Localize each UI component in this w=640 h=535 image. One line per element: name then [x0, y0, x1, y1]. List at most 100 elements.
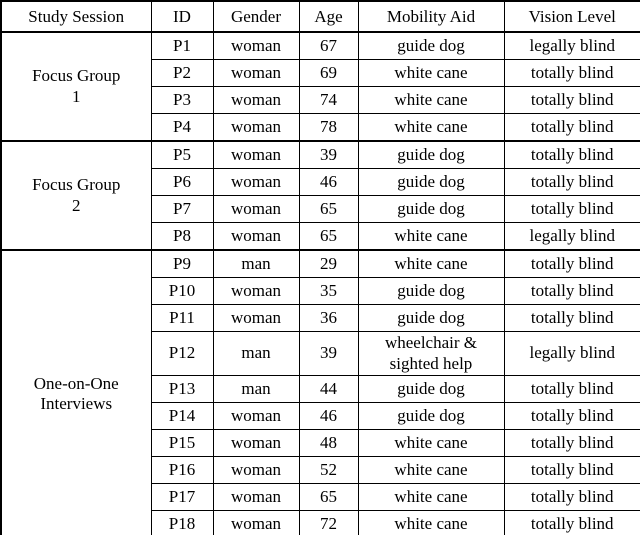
table-row: Focus Group 2 P5 woman 39 guide dog totally bl… — [0, 140, 640, 251]
cell-id: P16 — [150, 456, 214, 485]
column-header-mobility-aid: Mobility Aid — [357, 0, 505, 33]
cell-id: P2 — [150, 59, 214, 87]
cell-age: 46 — [298, 168, 359, 196]
cell-mobility-aid: guide dog — [357, 195, 505, 223]
cell-id: P17 — [150, 483, 214, 512]
cell-mobility-aid: guide dog — [357, 140, 505, 169]
cell-mobility-aid: guide dog — [357, 375, 505, 404]
cell-age: 72 — [298, 510, 359, 535]
cell-age: 67 — [298, 31, 359, 60]
cell-gender: woman — [212, 86, 300, 114]
cell-mobility-aid: guide dog — [357, 168, 505, 196]
cell-vision-level: totally blind — [503, 249, 640, 278]
cell-vision-level: totally blind — [503, 456, 640, 485]
cell-vision-level: totally blind — [503, 483, 640, 512]
cell-age: 35 — [298, 277, 359, 305]
cell-gender: woman — [212, 195, 300, 223]
cell-id: P9 — [150, 249, 214, 278]
cell-gender: woman — [212, 510, 300, 535]
cell-vision-level: legally blind — [503, 330, 640, 377]
cell-mobility-aid: white cane — [357, 86, 505, 114]
cell-mobility-aid: white cane — [357, 222, 505, 251]
cell-gender: woman — [212, 402, 300, 431]
cell-id: P18 — [150, 510, 214, 535]
cell-vision-level: totally blind — [503, 168, 640, 196]
table-body: Focus Group 1 P1 woman 67 guide dog legally bl… — [0, 31, 640, 535]
table-row: Focus Group 1 P1 woman 67 guide dog legally bl… — [0, 31, 640, 142]
cell-vision-level: totally blind — [503, 304, 640, 332]
cell-age: 65 — [298, 483, 359, 512]
cell-vision-level: totally blind — [503, 113, 640, 142]
cell-age: 65 — [298, 195, 359, 223]
cell-vision-level: totally blind — [503, 375, 640, 404]
cell-vision-level: totally blind — [503, 59, 640, 87]
cell-mobility-aid: white cane — [357, 483, 505, 512]
column-header-gender: Gender — [212, 0, 300, 33]
cell-age: 74 — [298, 86, 359, 114]
cell-age: 44 — [298, 375, 359, 404]
cell-age: 65 — [298, 222, 359, 251]
cell-age: 29 — [298, 249, 359, 278]
cell-gender: woman — [212, 277, 300, 305]
table-row: P12 man 39 wheelchair & sighted help legally… — [1, 330, 640, 377]
table-row: One-on-One Interviews P9 man 29 white cane tot… — [0, 248, 640, 535]
table-row: P14 woman 46 guide dog totally blind — [1, 402, 640, 431]
cell-mobility-aid: guide dog — [357, 402, 505, 431]
session-label-line: 1 — [72, 86, 81, 106]
cell-mobility-aid: guide dog — [357, 277, 505, 305]
cell-id: P7 — [150, 195, 214, 223]
cell-vision-level: totally blind — [503, 510, 640, 535]
table-row: P18 woman 72 white cane totally blind — [1, 510, 640, 535]
table-row: P3 woman 74 white cane totally blind — [1, 86, 640, 114]
cell-age: 39 — [298, 140, 359, 169]
cell-id: P6 — [150, 168, 214, 196]
cell-mobility-aid: white cane — [357, 59, 505, 87]
cell-vision-level: totally blind — [503, 140, 640, 169]
table-row: P7 woman 65 guide dog totally blind — [1, 195, 640, 223]
session-label-line: One-on-One — [33, 373, 119, 393]
column-header-study-session: Study Session — [0, 0, 152, 33]
cell-gender: man — [212, 330, 300, 377]
session-label-line: Focus Group — [32, 65, 121, 85]
cell-mobility-aid: guide dog — [357, 304, 505, 332]
cell-vision-level: legally blind — [503, 222, 640, 251]
cell-age: 78 — [298, 113, 359, 142]
cell-id: P13 — [150, 375, 214, 404]
cell-gender: woman — [212, 59, 300, 87]
cell-age: 39 — [298, 330, 359, 377]
cell-id: P8 — [150, 222, 214, 251]
cell-age: 48 — [298, 429, 359, 458]
cell-mobility-aid: white cane — [357, 510, 505, 535]
session-label-line: Focus Group — [32, 174, 121, 194]
session-label-line: 2 — [72, 195, 81, 215]
table-row: P16 woman 52 white cane totally blind — [1, 456, 640, 485]
cell-gender: man — [212, 249, 300, 278]
table-row: P17 woman 65 white cane totally blind — [1, 483, 640, 512]
cell-age: 52 — [298, 456, 359, 485]
session-label-line: Interviews — [40, 394, 113, 414]
cell-gender: woman — [212, 140, 300, 169]
cell-gender: woman — [212, 429, 300, 458]
cell-id: P1 — [150, 31, 214, 60]
table-row: P8 woman 65 white cane legally blind — [1, 222, 640, 251]
cell-vision-level: totally blind — [503, 402, 640, 431]
cell-mobility-aid: white cane — [357, 113, 505, 142]
cell-id: P5 — [150, 140, 214, 169]
cell-mobility-aid: white cane — [357, 429, 505, 458]
cell-id: P11 — [150, 304, 214, 332]
cell-age: 69 — [298, 59, 359, 87]
cell-gender: woman — [212, 113, 300, 142]
cell-age: 46 — [298, 402, 359, 431]
cell-gender: man — [212, 375, 300, 404]
cell-vision-level: totally blind — [503, 277, 640, 305]
cell-mobility-aid: white cane — [357, 249, 505, 278]
cell-mobility-aid: guide dog — [357, 31, 505, 60]
cell-age: 36 — [298, 304, 359, 332]
cell-id: P4 — [150, 113, 214, 142]
session-cell: Focus Group 1 — [0, 31, 152, 142]
cell-id: P12 — [150, 330, 214, 377]
cell-gender: woman — [212, 222, 300, 251]
cell-gender: woman — [212, 168, 300, 196]
table-row: P6 woman 46 guide dog totally blind — [1, 168, 640, 196]
